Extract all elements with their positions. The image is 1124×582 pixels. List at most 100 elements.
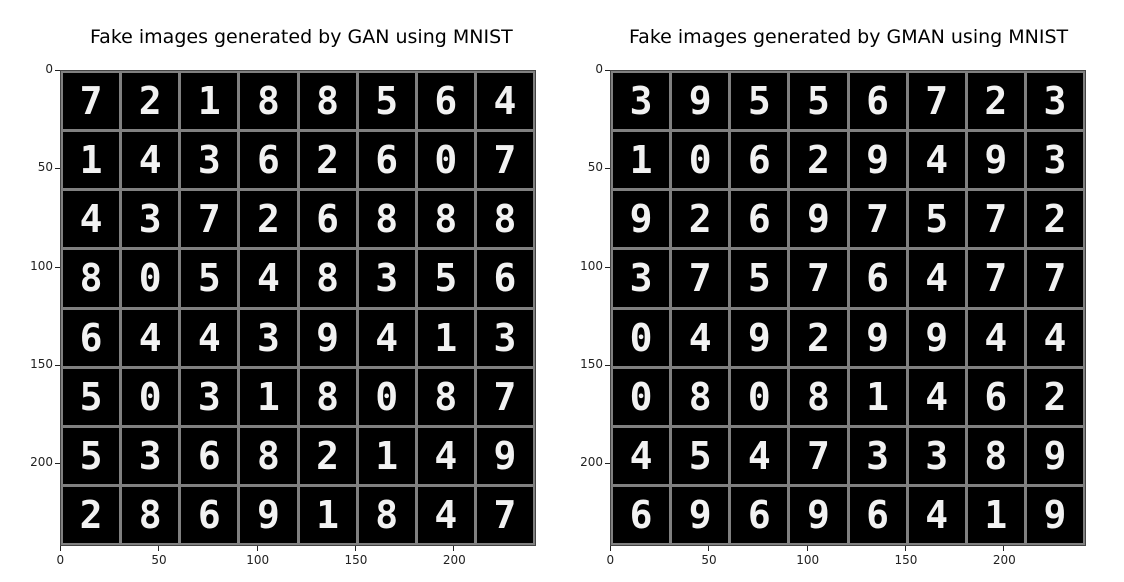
y-tick-label: 100	[30, 258, 53, 273]
digit-tile: 5	[672, 427, 729, 484]
digit-tile: 4	[1026, 309, 1083, 366]
digit-tile: 3	[476, 309, 533, 366]
x-tick-label: 200	[442, 553, 466, 567]
y-tick-mark	[605, 168, 610, 170]
digit-tile: 5	[790, 73, 847, 130]
digit-tile: 7	[181, 191, 238, 248]
digit-tile: 7	[908, 73, 965, 130]
digit-tile: 4	[672, 309, 729, 366]
digit-tile: 2	[967, 73, 1024, 130]
digit-tile: 0	[417, 132, 474, 189]
digit-tile: 7	[790, 427, 847, 484]
y-tick-label: 150	[580, 357, 603, 372]
digit-tile: 3	[181, 368, 238, 425]
y-tick-label: 0	[45, 62, 53, 76]
digit-tile: 5	[63, 368, 120, 425]
digit-tile: 5	[731, 250, 788, 307]
digit-tile: 6	[358, 132, 415, 189]
digit-tile: 6	[849, 73, 906, 130]
digit-tile: 4	[358, 309, 415, 366]
y-tick-mark	[55, 463, 60, 465]
x-tick-mark	[158, 546, 160, 551]
digit-tile: 8	[790, 368, 847, 425]
digit-tile: 6	[613, 486, 670, 543]
digit-tile: 1	[181, 73, 238, 130]
y-tick-mark	[55, 365, 60, 367]
x-tick-label: 200	[992, 553, 1016, 567]
digit-tile: 4	[476, 73, 533, 130]
digit-tile: 9	[849, 132, 906, 189]
digit-tile: 7	[476, 486, 533, 543]
digit-tile: 1	[358, 427, 415, 484]
digit-tile: 3	[1026, 132, 1083, 189]
digit-tile: 4	[731, 427, 788, 484]
digit-tile: 3	[613, 250, 670, 307]
digit-tile: 6	[476, 250, 533, 307]
digit-tile: 9	[1026, 427, 1083, 484]
digit-tile: 5	[63, 427, 120, 484]
x-tick-label: 150	[344, 553, 368, 567]
x-tick-mark	[905, 546, 907, 551]
x-tick-mark	[708, 546, 710, 551]
digit-tile: 1	[299, 486, 356, 543]
digit-tile: 1	[240, 368, 297, 425]
y-tick-label: 200	[580, 455, 603, 470]
digit-tile: 8	[358, 191, 415, 248]
digit-tile: 5	[417, 250, 474, 307]
digit-tile: 3	[613, 73, 670, 130]
digit-tile: 8	[122, 486, 179, 543]
digit-tile: 6	[299, 191, 356, 248]
y-tick-mark	[605, 266, 610, 268]
digit-tile: 2	[672, 191, 729, 248]
digit-tile: 8	[476, 191, 533, 248]
digit-tile: 7	[672, 250, 729, 307]
x-tick-label: 100	[796, 553, 820, 567]
digit-tile: 9	[1026, 486, 1083, 543]
digit-tile: 6	[63, 309, 120, 366]
y-tick-mark	[55, 266, 60, 268]
digit-tile: 6	[181, 486, 238, 543]
digit-tile: 8	[240, 73, 297, 130]
digit-tile: 2	[790, 309, 847, 366]
y-tick-label: 50	[37, 160, 53, 175]
digit-tile: 3	[908, 427, 965, 484]
digit-tile: 7	[790, 250, 847, 307]
gman-title: Fake images generated by GMAN using MNIS…	[629, 26, 1069, 48]
digit-tile: 9	[849, 309, 906, 366]
digit-tile: 0	[122, 250, 179, 307]
digit-tile: 4	[417, 427, 474, 484]
digit-tile: 5	[908, 191, 965, 248]
x-tick-mark	[453, 546, 455, 551]
y-tick-label: 200	[30, 455, 53, 470]
digit-tile: 3	[181, 132, 238, 189]
digit-tile: 9	[908, 309, 965, 366]
x-tick-label: 0	[56, 553, 65, 567]
digit-tile: 9	[967, 132, 1024, 189]
digit-tile: 6	[417, 73, 474, 130]
digit-tile: 3	[1026, 73, 1083, 130]
digit-tile: 4	[181, 309, 238, 366]
y-tick-mark	[55, 70, 60, 71]
x-tick-mark	[806, 546, 808, 551]
digit-tile: 6	[849, 486, 906, 543]
digit-tile: 6	[731, 486, 788, 543]
x-tick-mark	[256, 546, 258, 551]
digit-tile: 4	[122, 309, 179, 366]
digit-tile: 4	[240, 250, 297, 307]
digit-tile: 8	[967, 427, 1024, 484]
digit-tile: 0	[672, 132, 729, 189]
digit-tile: 7	[1026, 250, 1083, 307]
digit-tile: 2	[1026, 191, 1083, 248]
digit-tile: 9	[613, 191, 670, 248]
digit-tile: 8	[63, 250, 120, 307]
digit-tile: 9	[240, 486, 297, 543]
digit-tile: 4	[122, 132, 179, 189]
digit-tile: 2	[790, 132, 847, 189]
digit-tile: 8	[240, 427, 297, 484]
digit-tile: 4	[417, 486, 474, 543]
digit-tile: 1	[613, 132, 670, 189]
x-tick-label: 0	[606, 553, 615, 567]
digit-tile: 8	[358, 486, 415, 543]
